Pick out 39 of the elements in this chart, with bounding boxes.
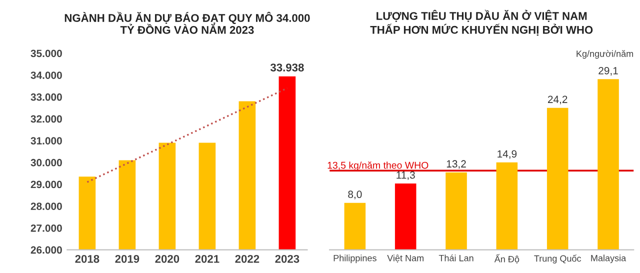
y-tick-label: 31.000	[30, 137, 62, 144]
x-tick-label: 2023	[275, 254, 300, 263]
bar	[598, 79, 619, 250]
data-label: 33.938	[270, 64, 304, 72]
bar	[344, 202, 366, 250]
bar	[546, 108, 568, 250]
chart-title: NGÀNH DẦU ĂN DỰ BÁO ĐẠT QUY MÔ 34.000 TỶ ĐỒNG VÀO NĂM 2023	[64, 12, 310, 34]
data-label: 13,2	[446, 160, 466, 169]
y-axis-title: Kg/người/năm	[576, 50, 634, 59]
bar	[446, 172, 467, 250]
bar	[496, 162, 518, 250]
chart-title: LƯỢNG TIÊU THỤ DẦU ĂN Ở VIỆT NAM THẤP HƠN MỨC KHUYẾN NGHỊ BỞI WHO	[370, 10, 593, 36]
bar	[394, 184, 416, 250]
x-tick-label: Thái Lan	[438, 254, 474, 262]
y-tick-label: 27.000	[30, 224, 62, 232]
x-tick-label: Việt Nam	[387, 254, 424, 263]
y-tick-label: 32.000	[30, 115, 62, 123]
data-label: 11,3	[396, 171, 415, 180]
x-tick-label: 2018	[75, 254, 100, 263]
x-tick-label: Philippines	[334, 254, 376, 264]
x-tick-label: Trung Quốc	[534, 254, 582, 264]
x-tick-label: 2021	[195, 254, 220, 263]
y-tick-label: 33.000	[30, 93, 62, 101]
x-tick-label: Ấn Độ	[494, 254, 520, 264]
x-tick-label: 2022	[235, 254, 260, 263]
ref-line-label: 13,5 kg/năm theo WHO	[328, 161, 428, 171]
data-label: 14,9	[498, 150, 517, 159]
y-tick-label: 28.000	[30, 202, 62, 210]
y-tick-label: 30.000	[30, 158, 62, 166]
x-tick-label: 2020	[155, 254, 180, 263]
data-label: 8,0	[348, 190, 362, 200]
y-tick-label: 26.000	[30, 246, 62, 254]
x-tick-label: 2019	[115, 254, 140, 263]
data-label: 24,2	[548, 96, 568, 104]
y-tick-label: 35.000	[30, 50, 62, 58]
y-tick-label: 29.000	[30, 180, 62, 188]
data-label: 29,1	[598, 66, 618, 76]
x-tick-label: Malaysia	[591, 254, 626, 264]
y-tick-label: 34.000	[30, 72, 62, 79]
